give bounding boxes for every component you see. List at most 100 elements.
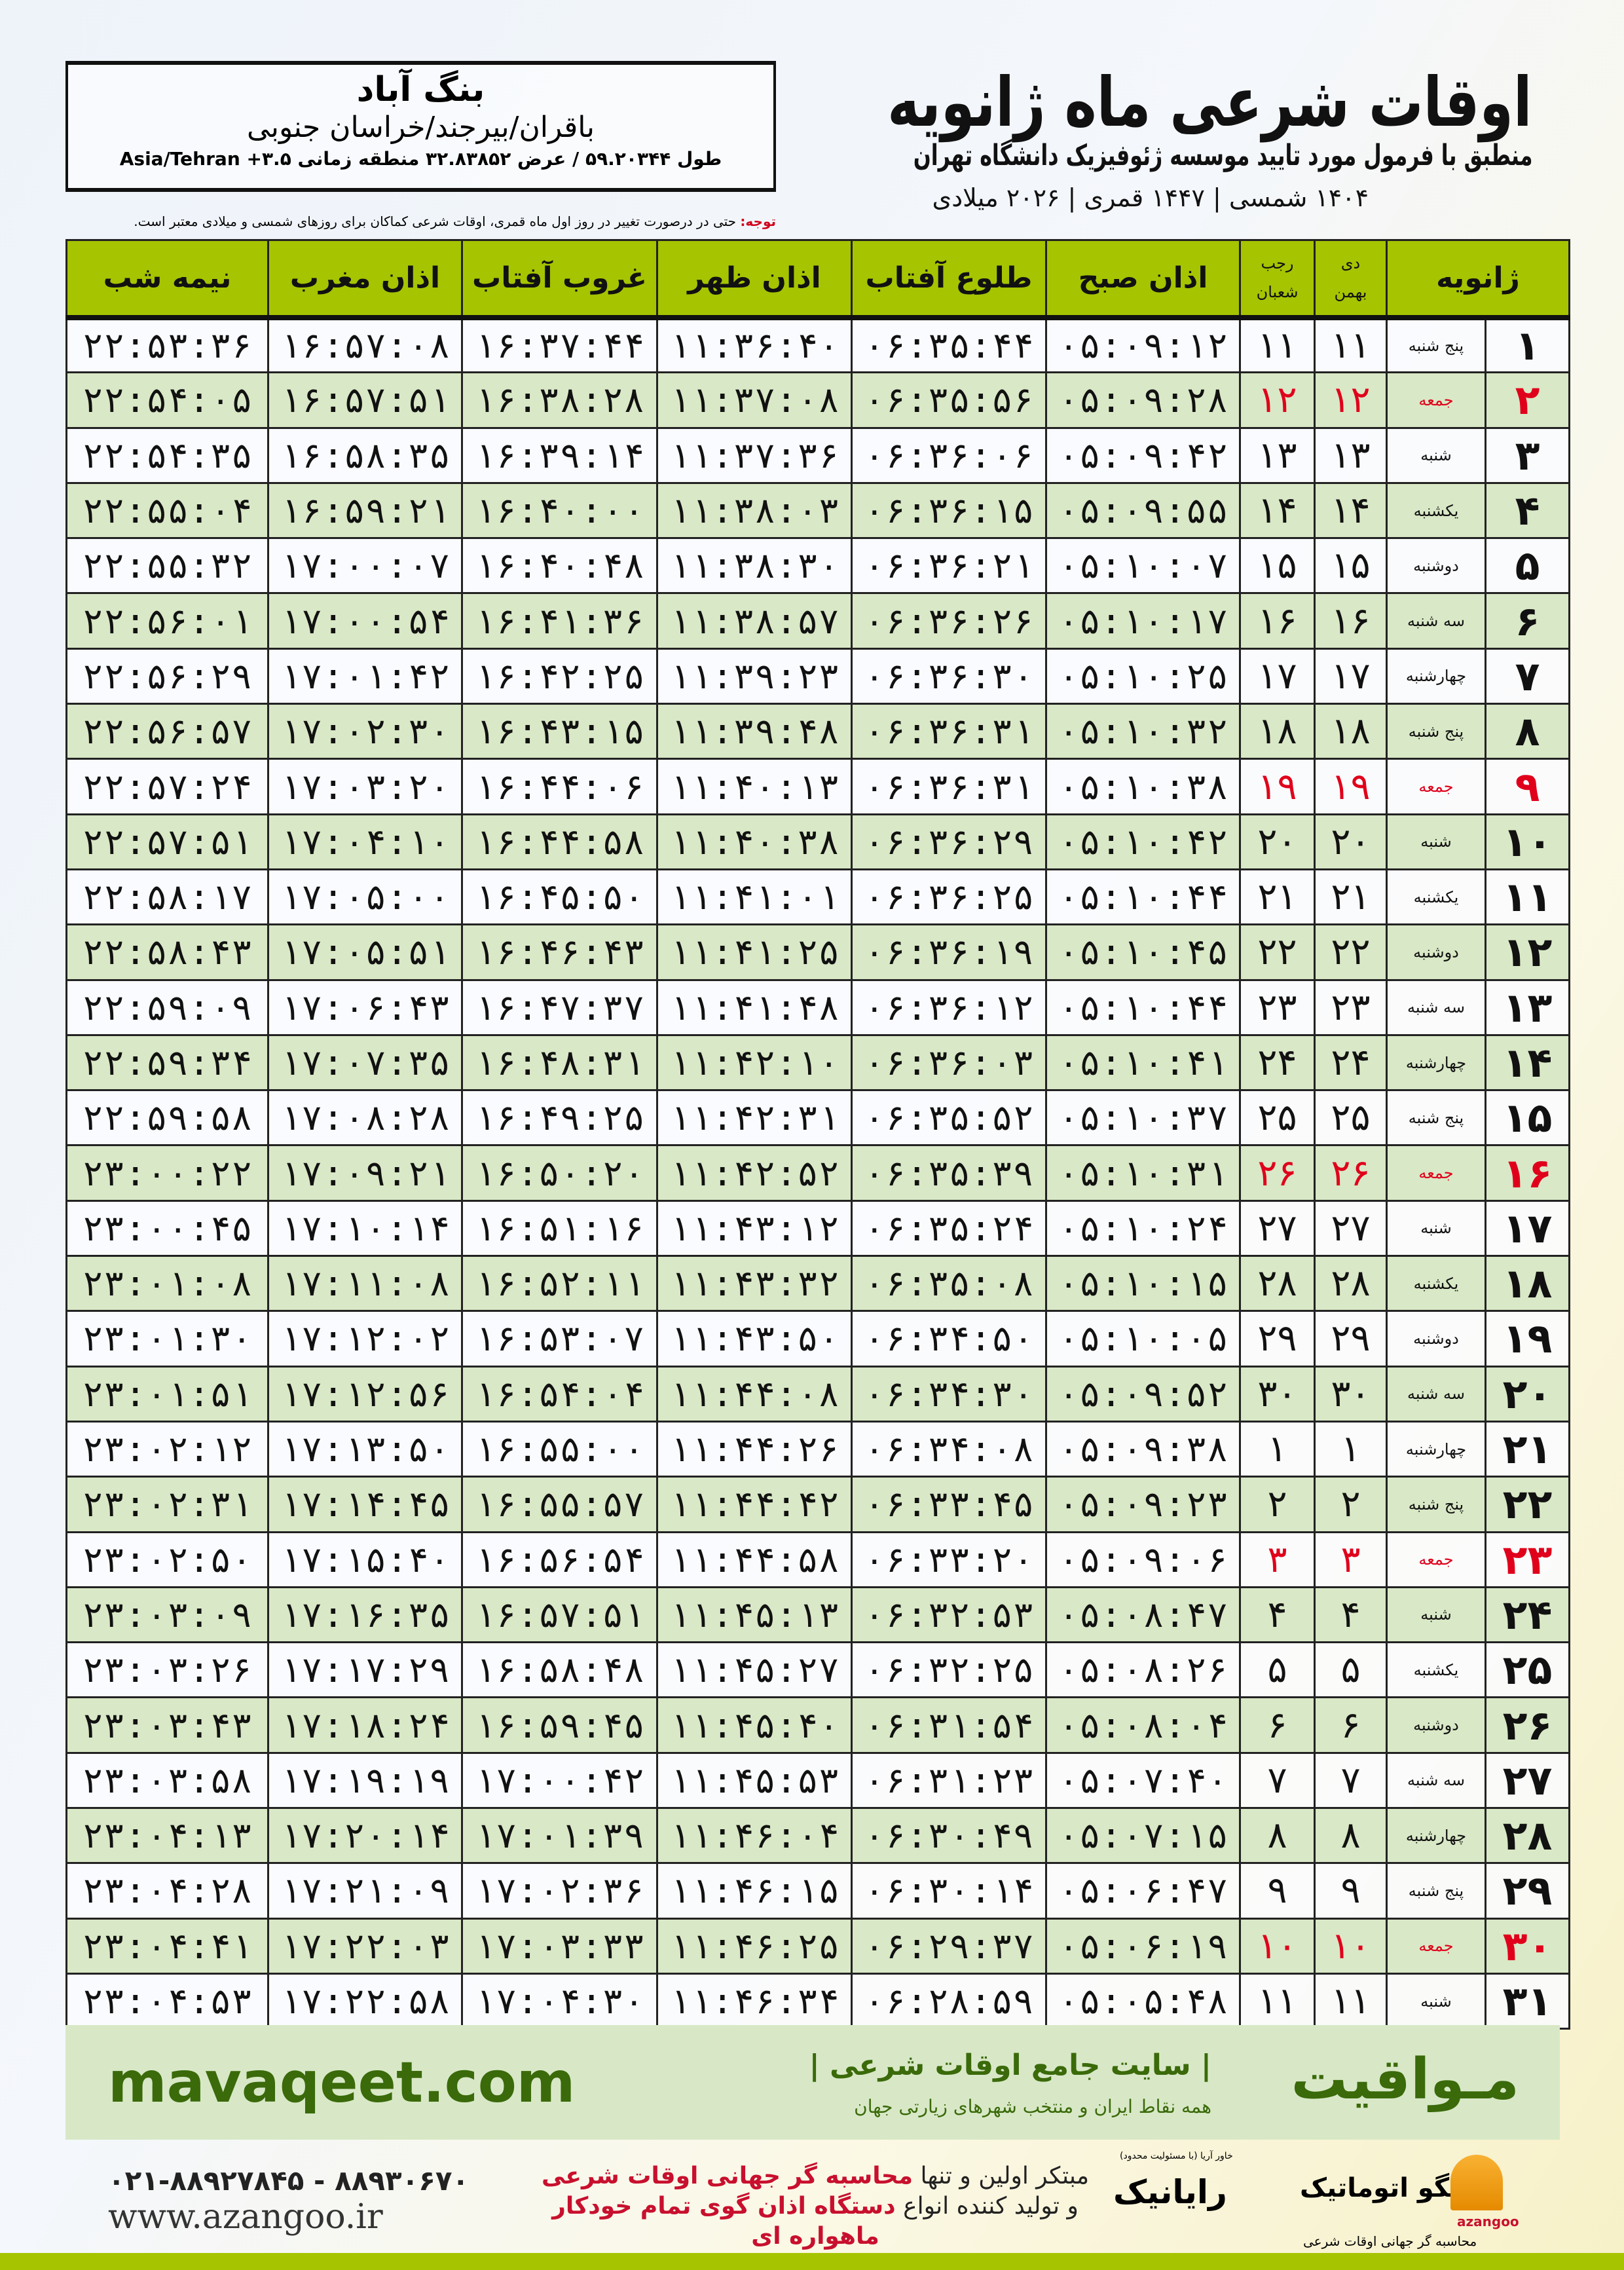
cell-maghrib: ۱۷:۰۵:۵۱ (267, 923, 463, 981)
cell-dhuhr: ۱۱:۳۶:۴۰ (656, 316, 853, 374)
cell-shamsi-day: ۵ (1314, 1641, 1388, 1699)
cell-maghrib: ۱۷:۱۸:۲۴ (267, 1696, 463, 1754)
cell-shamsi-day: ۳ (1314, 1531, 1388, 1588)
cell-hijri-day: ۲۴ (1239, 1033, 1316, 1092)
cell-hijri-day: ۱۶ (1239, 592, 1316, 650)
note: توجه: حتی در درصورت تغییر در روز اول ماه… (65, 214, 776, 229)
tagline-sub: همه نقاط ایران و منتخب شهرهای زیارتی جها… (854, 2096, 1211, 2117)
cell-sunset: ۱۷:۰۴:۳۰ (461, 1972, 658, 2030)
cell-sunset: ۱۶:۵۵:۰۰ (461, 1420, 658, 1478)
cell-sunset: ۱۶:۴۳:۱۵ (461, 703, 658, 760)
cell-fajr: ۰۵:۱۰:۳۷ (1045, 1089, 1241, 1147)
table-row: ۲۳:۰۰:۴۵ ۱۷:۱۰:۱۴ ۱۶:۵۱:۱۶ ۱۱:۴۳:۱۲ ۰۶:۳۵:۲۴… (65, 1199, 1570, 1257)
table-row: ۲۲:۵۶:۲۹ ۱۷:۰۱:۴۲ ۱۶:۴۲:۲۵ ۱۱:۳۹:۲۳ ۰۶:۳۶:۳۰… (65, 647, 1570, 705)
location-name: بنگ آباد (356, 70, 485, 109)
cell-maghrib: ۱۷:۱۶:۳۵ (267, 1586, 463, 1644)
cell-weekday: دوشنبه (1386, 1310, 1486, 1368)
cell-hijri-day: ۱۳ (1239, 426, 1316, 484)
site-link[interactable]: mavaqeet.com (108, 2050, 576, 2115)
cell-sunrise: ۰۶:۳۵:۵۶ (851, 371, 1047, 429)
cell-shamsi-day: ۱۸ (1314, 703, 1388, 760)
promo-line1-highlight: محاسبه گر جهانی اوقات شرعی (541, 2163, 913, 2189)
cell-sunset: ۱۶:۵۹:۴۵ (461, 1696, 658, 1754)
cell-fajr: ۰۵:۰۹:۲۸ (1045, 371, 1241, 429)
cell-dhuhr: ۱۱:۳۷:۳۶ (656, 426, 853, 484)
table-row: ۲۳:۰۰:۲۲ ۱۷:۰۹:۲۱ ۱۶:۵۰:۲۰ ۱۱:۴۲:۵۲ ۰۶:۳۵:۳۹… (65, 1144, 1570, 1202)
cell-midnight: ۲۳:۰۳:۴۳ (65, 1696, 269, 1754)
cell-sunrise: ۰۶:۳۶:۰۳ (851, 1033, 1047, 1092)
cell-weekday: یکشنبه (1386, 481, 1486, 540)
cell-midnight: ۲۳:۰۱:۰۸ (65, 1255, 269, 1312)
rayanik-sub: (با مسئولیت محدود) خاور آریا (1120, 2151, 1233, 2161)
table-row: ۲۲:۵۸:۴۳ ۱۷:۰۵:۵۱ ۱۶:۴۶:۴۳ ۱۱:۴۱:۲۵ ۰۶:۳۶:۱۹… (65, 923, 1570, 981)
cell-midnight: ۲۲:۵۶:۲۹ (65, 647, 269, 705)
cell-midnight: ۲۳:۰۳:۵۸ (65, 1751, 269, 1810)
prayer-times-table: نیمه شب اذان مغرب غروب آفتاب اذان ظهر طل… (65, 239, 1570, 2030)
cell-midnight: ۲۳:۰۴:۴۱ (65, 1917, 269, 1975)
cell-hijri-day: ۲ (1239, 1476, 1316, 1533)
cell-sunset: ۱۶:۵۵:۵۷ (461, 1476, 658, 1533)
cell-weekday: شنبه (1386, 1972, 1486, 2030)
cell-gregorian-day: ۹ (1485, 758, 1570, 815)
cell-hijri-day: ۱۲ (1239, 371, 1316, 429)
cell-sunset: ۱۶:۵۷:۵۱ (461, 1586, 658, 1644)
cell-maghrib: ۱۷:۰۴:۱۰ (267, 813, 463, 870)
cell-gregorian-day: ۱۷ (1485, 1199, 1570, 1257)
cell-gregorian-day: ۲ (1485, 371, 1570, 429)
cell-sunrise: ۰۶:۳۵:۳۹ (851, 1144, 1047, 1202)
cell-gregorian-day: ۲۷ (1485, 1751, 1570, 1810)
cell-gregorian-day: ۲۰ (1485, 1365, 1570, 1423)
promo-line2-highlight: دستگاه اذان گوی تمام خودکار ماهواره ای (552, 2193, 896, 2250)
cell-sunrise: ۰۶:۳۶:۲۶ (851, 592, 1047, 650)
cell-weekday: یکشنبه (1386, 1255, 1486, 1312)
cell-midnight: ۲۲:۵۳:۳۶ (65, 316, 269, 374)
cell-gregorian-day: ۲۴ (1485, 1586, 1570, 1644)
cell-weekday: جمعه (1386, 1144, 1486, 1202)
cell-shamsi-day: ۱۲ (1314, 371, 1388, 429)
cell-weekday: سه شنبه (1386, 1365, 1486, 1423)
phone-numbers: ۰۲۱-۸۸۹۲۷۸۴۵ - ۸۸۹۳۰۶۷۰ (108, 2165, 470, 2197)
table-row: ۲۲:۵۴:۰۵ ۱۶:۵۷:۵۱ ۱۶:۳۸:۲۸ ۱۱:۳۷:۰۸ ۰۶:۳۵:۵۶… (65, 371, 1570, 429)
cell-weekday: جمعه (1386, 371, 1486, 429)
cell-shamsi-day: ۱۱ (1314, 1972, 1388, 2030)
cell-midnight: ۲۳:۰۲:۳۱ (65, 1476, 269, 1533)
cell-midnight: ۲۲:۵۶:۰۱ (65, 592, 269, 650)
table-row: ۲۲:۵۵:۳۲ ۱۷:۰۰:۰۷ ۱۶:۴۰:۴۸ ۱۱:۳۸:۳۰ ۰۶:۳۶:۲۱… (65, 537, 1570, 595)
table-row: ۲۲:۵۳:۳۶ ۱۶:۵۷:۰۸ ۱۶:۳۷:۴۴ ۱۱:۳۶:۴۰ ۰۶:۳۵:۴۴… (65, 316, 1570, 374)
cell-hijri-day: ۲۷ (1239, 1199, 1316, 1257)
cell-midnight: ۲۲:۵۹:۵۸ (65, 1089, 269, 1147)
table-row: ۲۳:۰۴:۱۳ ۱۷:۲۰:۱۴ ۱۷:۰۱:۳۹ ۱۱:۴۶:۰۴ ۰۶:۳۰:۴۹… (65, 1807, 1570, 1865)
table-row: ۲۳:۰۴:۲۸ ۱۷:۲۱:۰۹ ۱۷:۰۲:۳۶ ۱۱:۴۶:۱۵ ۰۶:۳۰:۱۴… (65, 1862, 1570, 1920)
cell-shamsi-day: ۱۵ (1314, 537, 1388, 595)
cell-weekday: چهارشنبه (1386, 1420, 1486, 1478)
cell-fajr: ۰۵:۰۶:۱۹ (1045, 1917, 1241, 1975)
cell-maghrib: ۱۷:۰۱:۴۲ (267, 647, 463, 705)
cell-midnight: ۲۲:۵۷:۲۴ (65, 758, 269, 815)
cell-weekday: پنج شنبه (1386, 703, 1486, 760)
cell-shamsi-day: ۲۶ (1314, 1144, 1388, 1202)
cell-weekday: چهارشنبه (1386, 1033, 1486, 1092)
cell-fajr: ۰۵:۰۷:۴۰ (1045, 1751, 1241, 1810)
azangoo-link[interactable]: www.azangoo.ir (108, 2197, 383, 2237)
cell-sunset: ۱۶:۴۸:۳۱ (461, 1033, 658, 1092)
cell-weekday: دوشنبه (1386, 1696, 1486, 1754)
cell-dhuhr: ۱۱:۴۳:۱۲ (656, 1199, 853, 1257)
cell-fajr: ۰۵:۱۰:۳۸ (1045, 758, 1241, 815)
cell-gregorian-day: ۲۹ (1485, 1862, 1570, 1920)
cell-sunset: ۱۶:۴۰:۴۸ (461, 537, 658, 595)
header-sunset: غروب آفتاب (461, 239, 658, 320)
cell-hijri-day: ۶ (1239, 1696, 1316, 1754)
cell-sunrise: ۰۶:۳۲:۲۵ (851, 1641, 1047, 1699)
cell-hijri-day: ۲۵ (1239, 1089, 1316, 1147)
cell-midnight: ۲۲:۵۴:۰۵ (65, 371, 269, 429)
cell-fajr: ۰۵:۱۰:۳۲ (1045, 703, 1241, 760)
table-row: ۲۲:۵۹:۰۹ ۱۷:۰۶:۴۳ ۱۶:۴۷:۳۷ ۱۱:۴۱:۴۸ ۰۶:۳۶:۱۲… (65, 978, 1570, 1036)
cell-sunrise: ۰۶:۳۶:۱۲ (851, 978, 1047, 1036)
tagline: | سایت جامع اوقات شرعی | (809, 2049, 1211, 2082)
cell-fajr: ۰۵:۰۶:۴۷ (1045, 1862, 1241, 1920)
cell-dhuhr: ۱۱:۳۷:۰۸ (656, 371, 853, 429)
cell-sunrise: ۰۶:۲۸:۵۹ (851, 1972, 1047, 2030)
cell-sunrise: ۰۶:۳۶:۳۱ (851, 758, 1047, 815)
page-subtitle: منطبق با فرمول مورد تایید موسسه ژئوفیزیک… (913, 139, 1532, 172)
cell-hijri-day: ۴ (1239, 1586, 1316, 1644)
